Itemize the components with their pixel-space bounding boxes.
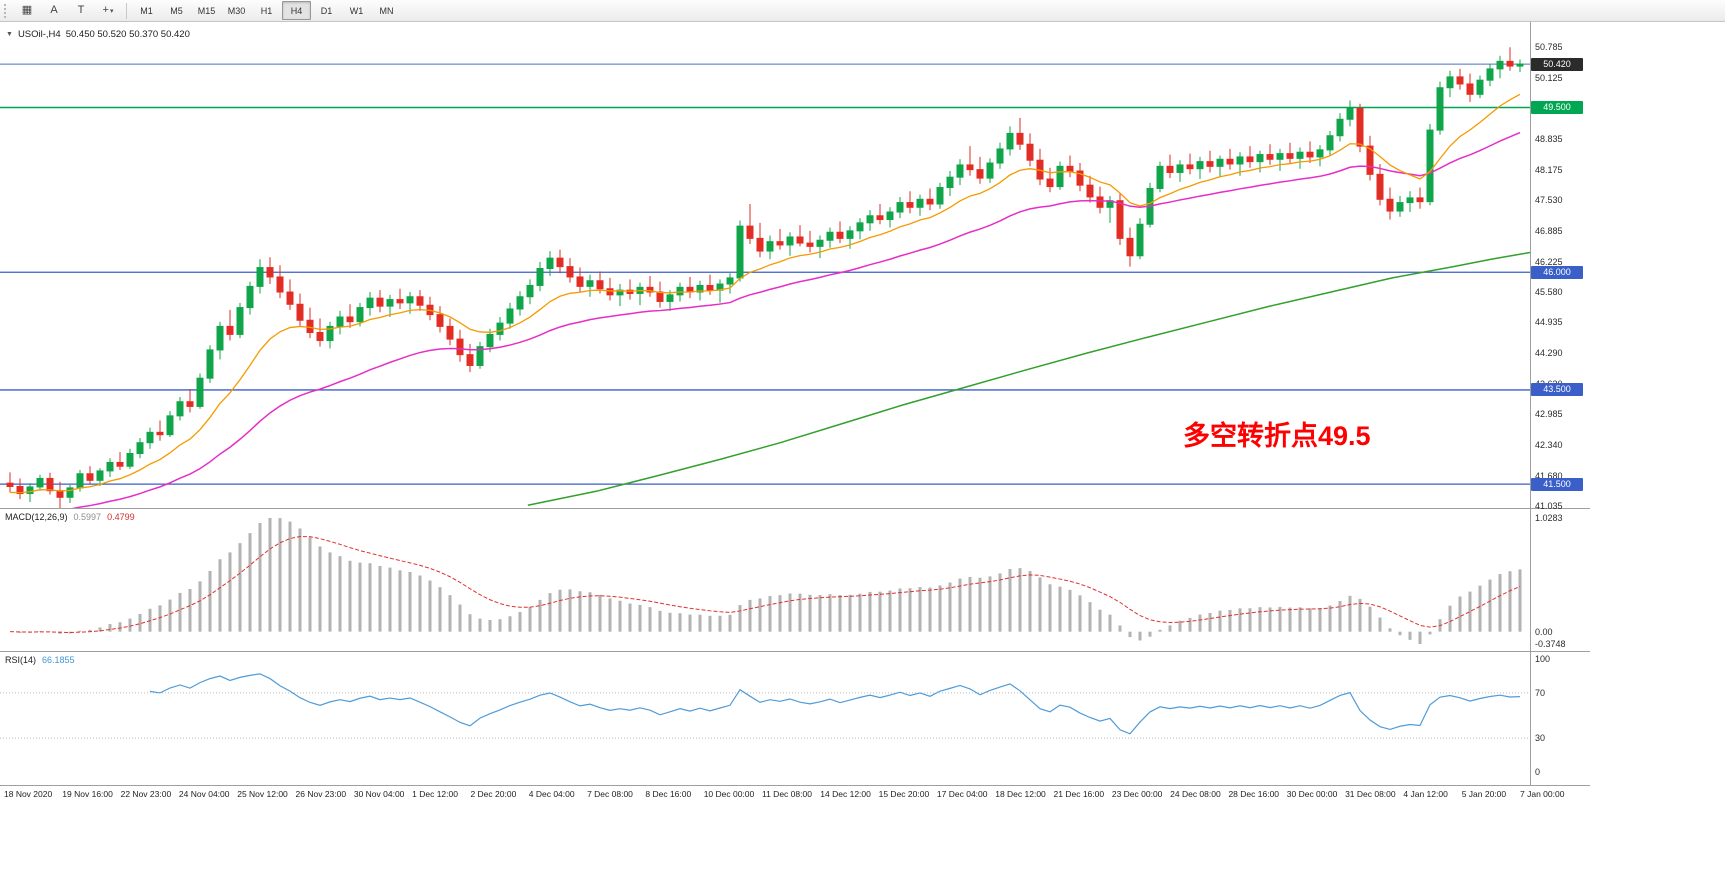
time-tick-label: 24 Dec 08:00 [1170, 789, 1221, 799]
toolbar-grip[interactable] [4, 3, 10, 18]
time-tick-label: 11 Dec 08:00 [762, 789, 812, 799]
text-tool-button[interactable]: T [77, 4, 85, 16]
macd-tick-label: -0.3748 [1535, 639, 1566, 649]
rsi-axis[interactable]: 100 70 30 0 [1530, 651, 1590, 785]
price-tick-label: 42.340 [1535, 439, 1563, 450]
tool-buttons: ▦ A T + ▾ [14, 1, 121, 21]
rsi-panel-canvas[interactable] [0, 651, 1530, 785]
macd-signal-value: 0.4799 [107, 512, 135, 522]
time-tick-label: 7 Dec 08:00 [587, 789, 633, 799]
timeframe-D1[interactable]: D1 [320, 5, 333, 16]
cursor-tool-button[interactable]: + ▾ [102, 4, 114, 16]
timeframe-W1[interactable]: W1 [349, 5, 364, 16]
price-tick-label: 46.225 [1535, 256, 1563, 267]
chart-annotation[interactable]: 多空转折点49.5 [1183, 421, 1371, 451]
time-tick-label: 31 Dec 08:00 [1345, 789, 1396, 799]
time-tick-label: 4 Jan 12:00 [1403, 789, 1448, 799]
time-tick-label: 14 Dec 12:00 [820, 789, 871, 799]
rsi-value: 66.1855 [42, 655, 75, 665]
time-tick-label: 4 Dec 04:00 [528, 789, 575, 799]
time-tick-label: 17 Dec 04:00 [936, 789, 988, 799]
macd-indicator-label: MACD(12,26,9) 0.5997 0.4799 [5, 512, 135, 522]
price-tick-label: 48.835 [1535, 133, 1563, 144]
rsi-tick-label: 100 [1535, 654, 1551, 664]
timeframe-M1[interactable]: M1 [140, 5, 153, 16]
price-badge: 49.500 [1531, 100, 1583, 114]
time-tick-label: 2 Dec 20:00 [470, 789, 517, 799]
toolbar: ▦ A T + ▾ M1 M5 M15 M30 H1 H4 D1 W1 MN [0, 0, 1725, 22]
price-badge: 50.420 [1531, 57, 1583, 71]
rsi-indicator-label: RSI(14) 66.1855 [5, 655, 75, 665]
collapse-arrow-icon[interactable]: ▼ [6, 31, 13, 38]
time-tick-label: 26 Nov 23:00 [295, 789, 347, 799]
time-tick-label: 1 Dec 12:00 [412, 789, 458, 799]
price-badge: 46.000 [1531, 265, 1583, 279]
rsi-tick-label: 0 [1535, 767, 1541, 777]
time-tick-label: 23 Dec 00:00 [1111, 789, 1163, 799]
price-tick-label: 50.785 [1535, 42, 1563, 52]
time-tick-label: 18 Dec 12:00 [995, 789, 1046, 799]
rsi-name: RSI(14) [5, 655, 37, 665]
annotation-tool-button[interactable]: A [50, 4, 58, 16]
price-tick-label: 44.290 [1535, 347, 1563, 358]
timeframe-M15[interactable]: M15 [197, 5, 216, 16]
time-tick-label: 30 Nov 04:00 [353, 789, 405, 799]
panel-separator[interactable] [0, 651, 1590, 652]
macd-name: MACD(12,26,9) [5, 512, 68, 522]
time-tick-label: 22 Nov 23:00 [120, 789, 172, 799]
timeframe-H4[interactable]: H4 [282, 1, 311, 20]
macd-tick-label: 0.00 [1535, 626, 1553, 637]
price-badge: 41.500 [1531, 477, 1583, 491]
price-tick-label: 41.680 [1535, 470, 1563, 481]
time-tick-label: 8 Dec 16:00 [645, 789, 692, 799]
time-tick-label: 5 Jan 20:00 [1461, 789, 1507, 799]
price-tick-label: 47.530 [1535, 195, 1563, 206]
price-tick-label: 50.125 [1535, 73, 1563, 84]
timeframe-MN[interactable]: MN [379, 5, 394, 16]
price-tick-label: 44.935 [1535, 317, 1563, 328]
timeframe-H1[interactable]: H1 [260, 5, 273, 16]
price-badge: 43.500 [1531, 383, 1583, 397]
time-tick-label: 18 Nov 2020 [4, 789, 53, 799]
rsi-tick-label: 70 [1535, 687, 1546, 698]
ohlc-values: 50.450 50.520 50.370 50.420 [65, 29, 190, 40]
time-tick-label: 19 Nov 16:00 [62, 789, 113, 799]
time-tick-label: 7 Jan 00:00 [1520, 789, 1565, 799]
macd-main-value: 0.5997 [73, 512, 102, 522]
axis-separator [1530, 22, 1531, 785]
panel-separator [0, 785, 1590, 786]
time-tick-label: 15 Dec 20:00 [878, 789, 930, 799]
time-axis[interactable]: 18 Nov 2020 19 Nov 16:00 22 Nov 23:00 24 No… [0, 785, 1590, 807]
time-tick-label: 28 Dec 16:00 [1228, 789, 1280, 799]
price-axis[interactable]: 50.785 50.125 48.835 48.175 47.530 46.885 46.2… [1530, 22, 1590, 511]
rsi-tick-label: 30 [1535, 733, 1546, 744]
timeframe-buttons: M1 M5 M15 M30 H1 H4 D1 W1 MN [132, 1, 401, 20]
macd-tick-label: 1.0283 [1535, 513, 1563, 523]
time-tick-label: 10 Dec 00:00 [703, 789, 755, 799]
timeframe-M5[interactable]: M5 [170, 5, 183, 16]
time-tick-label: 30 Dec 00:00 [1286, 789, 1338, 799]
panel-separator[interactable] [0, 508, 1590, 509]
macd-panel-canvas[interactable] [0, 508, 1530, 651]
time-tick-label: 25 Nov 12:00 [237, 789, 288, 799]
price-tick-label: 45.580 [1535, 287, 1563, 298]
chart-region: 50.785 50.125 48.835 48.175 47.530 46.885 46.2… [0, 22, 1725, 885]
macd-axis[interactable]: 1.0283 0.00 -0.3748 [1530, 508, 1590, 651]
symbol-name: USOil-,H4 [17, 29, 61, 40]
timeframe-M30[interactable]: M30 [227, 5, 246, 16]
toolbar-separator [126, 2, 127, 19]
chevron-down-icon: ▾ [109, 7, 114, 15]
charts-bar-icon[interactable]: ▦ [21, 4, 33, 16]
price-tick-label: 46.885 [1535, 225, 1563, 236]
price-tick-label: 41.035 [1535, 501, 1563, 511]
price-tick-label: 42.985 [1535, 409, 1563, 420]
time-tick-label: 24 Nov 04:00 [178, 789, 230, 799]
price-chart-canvas[interactable] [0, 22, 1530, 508]
price-tick-label: 48.175 [1535, 164, 1563, 175]
time-tick-label: 21 Dec 16:00 [1053, 789, 1105, 799]
symbol-label: ▼ USOil-,H4 50.450 50.520 50.370 50.420 [6, 29, 190, 40]
